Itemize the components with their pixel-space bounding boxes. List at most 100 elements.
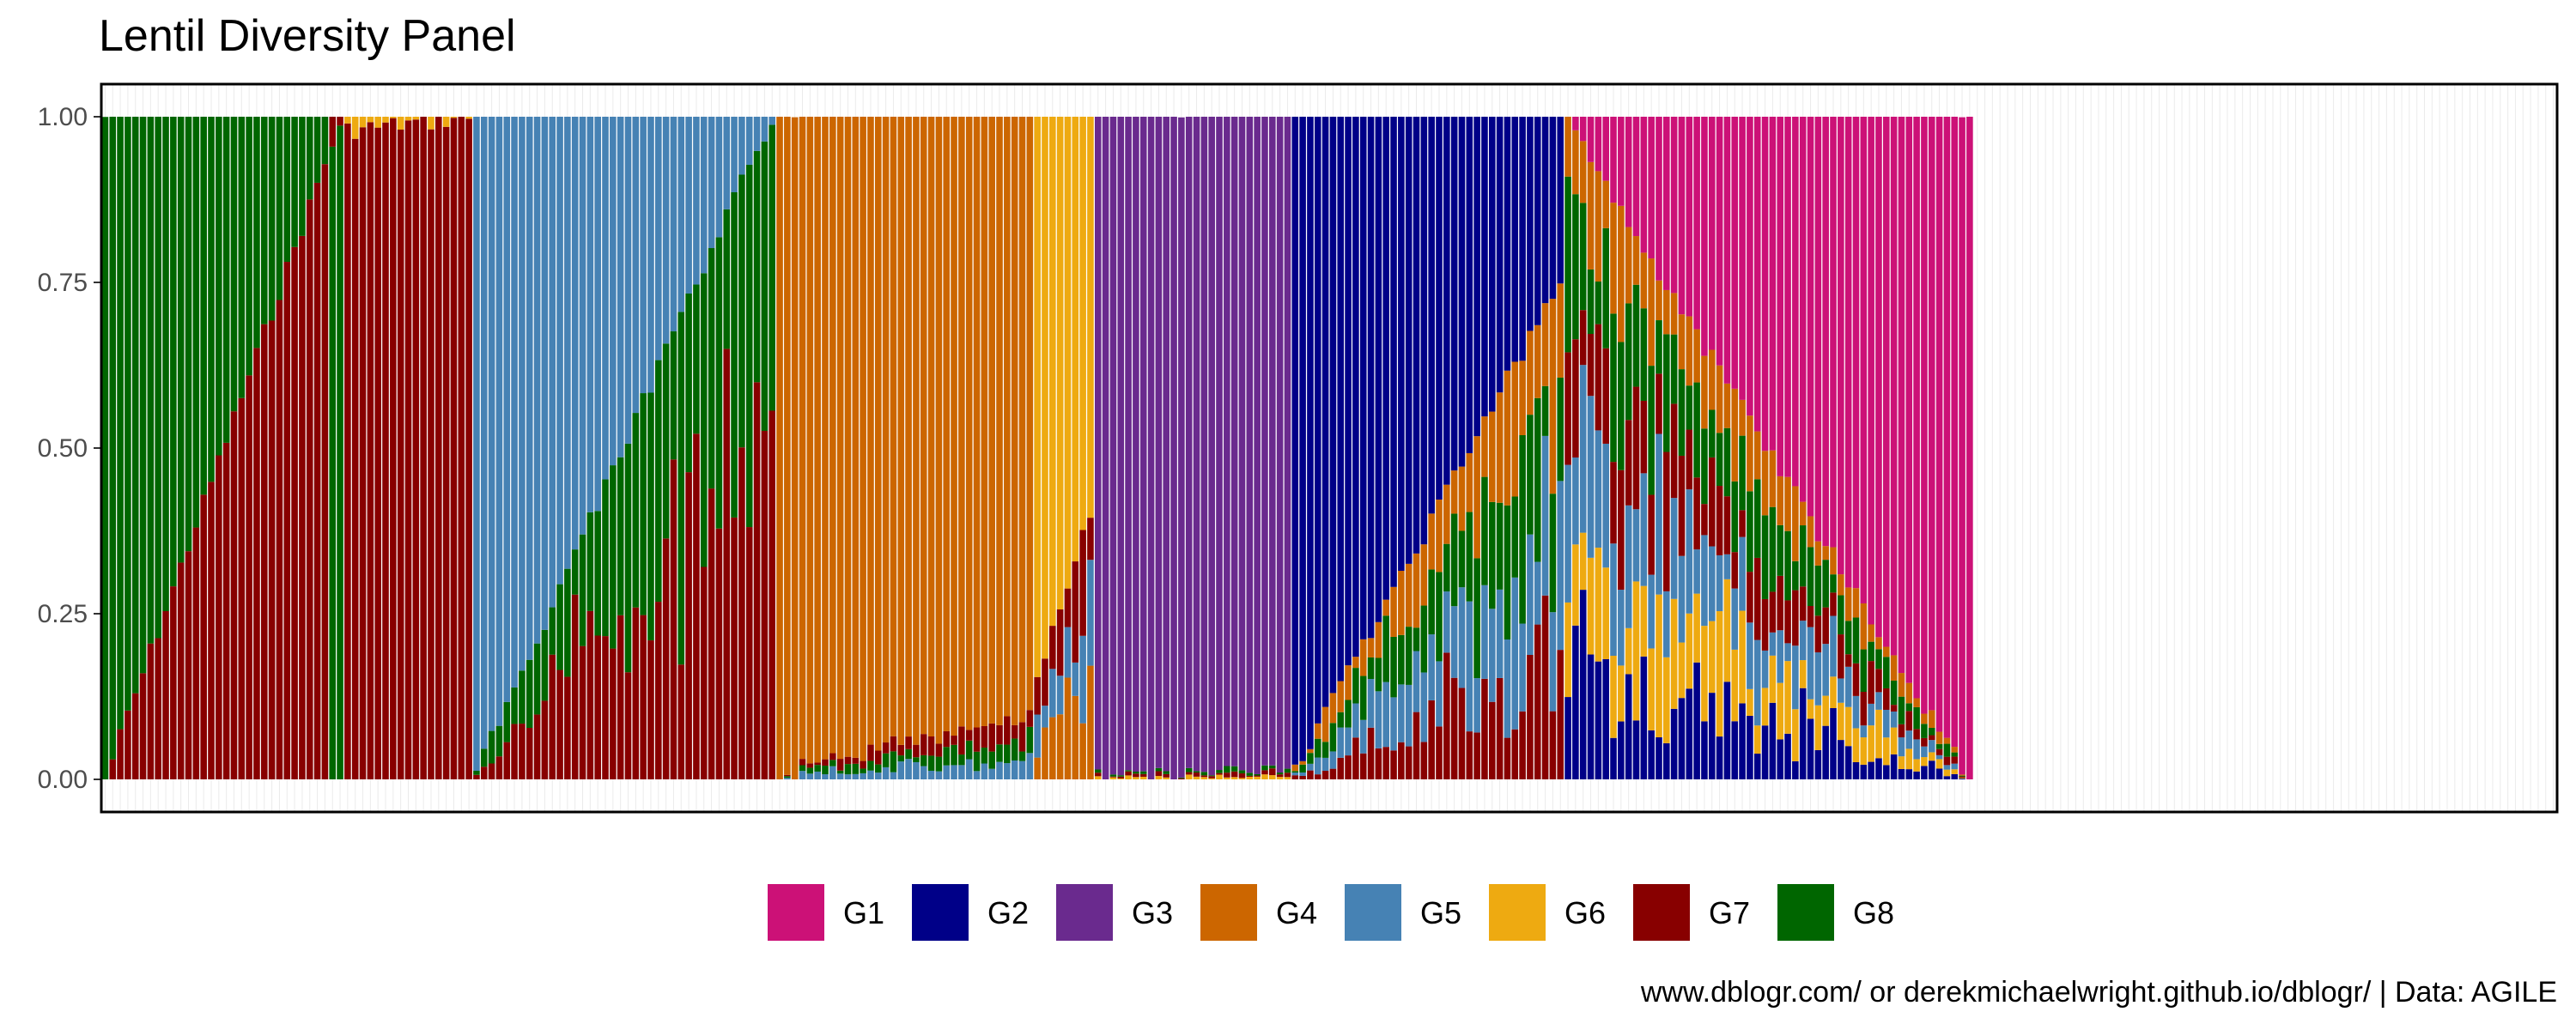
bar-segment bbox=[1898, 117, 1905, 674]
bar-segment bbox=[1337, 757, 1345, 779]
bar-segment bbox=[1382, 117, 1389, 600]
bar-segment bbox=[677, 117, 685, 312]
bar-segment bbox=[844, 774, 852, 779]
bar-segment bbox=[897, 744, 905, 756]
bar-segment bbox=[1458, 688, 1466, 779]
bar-segment bbox=[1701, 355, 1708, 429]
bar-segment bbox=[1216, 770, 1223, 773]
bar-segment bbox=[799, 771, 806, 779]
bar-segment bbox=[1959, 778, 1965, 779]
bar-segment bbox=[1807, 516, 1814, 548]
bar-segment bbox=[511, 687, 518, 724]
bar-segment bbox=[1769, 591, 1777, 633]
bar-segment bbox=[1716, 486, 1723, 555]
bar-segment bbox=[1072, 117, 1079, 562]
bar-segment bbox=[1852, 695, 1860, 729]
bar-segment bbox=[890, 772, 897, 779]
bar-segment bbox=[1777, 524, 1784, 576]
bar-segment bbox=[1883, 646, 1890, 657]
bar-segment bbox=[1875, 669, 1882, 693]
bar-segment bbox=[973, 117, 981, 728]
bar-segment bbox=[192, 527, 200, 779]
bar-segment bbox=[662, 343, 670, 539]
bar-segment bbox=[1898, 696, 1905, 724]
bar-segment bbox=[1094, 772, 1102, 777]
bar-segment bbox=[1534, 397, 1541, 562]
bar-segment bbox=[1716, 117, 1723, 366]
bar-segment bbox=[579, 645, 586, 779]
bar-segment bbox=[1375, 657, 1382, 692]
bar-segment bbox=[1830, 615, 1837, 677]
bar-segment bbox=[1943, 776, 1951, 779]
bar-segment bbox=[693, 284, 700, 434]
bar-segment bbox=[1079, 530, 1086, 636]
bar-segment bbox=[1678, 555, 1686, 643]
bar-segment bbox=[1868, 117, 1874, 625]
bar-segment bbox=[1640, 117, 1648, 253]
bar-segment bbox=[1436, 117, 1443, 500]
bar-segment bbox=[1405, 117, 1413, 564]
bar-segment bbox=[1822, 695, 1829, 726]
bar-segment bbox=[1701, 535, 1708, 627]
bar-segment bbox=[306, 117, 313, 200]
bar-segment bbox=[1753, 725, 1761, 754]
bar-segment bbox=[1299, 772, 1306, 776]
bar-segment bbox=[700, 273, 708, 567]
bar-segment bbox=[1117, 775, 1125, 777]
bar-segment bbox=[1928, 752, 1935, 761]
bar-segment bbox=[1238, 117, 1246, 771]
bar-segment bbox=[799, 765, 806, 772]
bar-segment bbox=[1413, 712, 1420, 779]
bar-segment bbox=[1473, 558, 1480, 679]
bar-segment bbox=[1731, 721, 1739, 779]
bar-segment bbox=[1579, 590, 1587, 779]
bar-segment bbox=[1549, 299, 1557, 494]
bar-segment bbox=[1026, 117, 1034, 711]
bar-segment bbox=[1943, 765, 1951, 770]
bar-segment bbox=[1587, 334, 1595, 397]
bar-segment bbox=[101, 117, 109, 780]
bar-segment bbox=[435, 117, 442, 779]
bar-segment bbox=[1595, 430, 1602, 548]
bar-segment bbox=[1618, 721, 1625, 779]
bar-segment bbox=[1913, 771, 1920, 779]
bar-segment bbox=[465, 117, 472, 119]
bar-segment bbox=[1307, 748, 1314, 754]
bar-segment bbox=[1481, 585, 1488, 679]
bar-segment bbox=[1527, 655, 1534, 779]
bar-segment bbox=[1443, 652, 1450, 779]
bar-segment bbox=[170, 586, 177, 779]
bar-segment bbox=[1648, 574, 1655, 649]
bar-segment bbox=[131, 693, 139, 779]
bar-segment bbox=[1390, 697, 1397, 751]
bar-segment bbox=[1125, 775, 1132, 779]
bar-segment bbox=[693, 433, 700, 779]
bar-segment bbox=[1042, 727, 1048, 779]
bar-segment bbox=[1261, 765, 1268, 771]
bar-segment bbox=[852, 763, 860, 774]
bar-segment bbox=[1527, 415, 1534, 535]
bar-segment bbox=[655, 117, 662, 360]
bar-segment bbox=[495, 725, 503, 757]
bar-segment bbox=[1799, 501, 1807, 526]
bar-segment bbox=[1367, 679, 1375, 728]
bar-segment bbox=[1753, 639, 1761, 726]
bar-segment bbox=[1921, 737, 1928, 747]
bar-segment bbox=[155, 638, 161, 779]
bar-segment bbox=[1678, 698, 1686, 779]
bar-segment bbox=[1875, 117, 1882, 638]
legend-label-g7: G7 bbox=[1709, 895, 1750, 930]
bar-segment bbox=[1534, 624, 1541, 779]
bar-segment bbox=[412, 117, 420, 120]
bar-segment bbox=[1042, 658, 1048, 706]
bar-segment bbox=[844, 756, 852, 765]
bar-segment bbox=[1943, 737, 1951, 744]
bar-segment bbox=[1739, 703, 1746, 779]
bar-segment bbox=[1125, 770, 1132, 772]
bar-segment bbox=[147, 643, 155, 779]
bar-segment bbox=[1618, 470, 1625, 591]
bar-segment bbox=[1321, 757, 1329, 772]
bar-segment bbox=[1413, 553, 1420, 628]
bar-segment bbox=[374, 127, 381, 780]
bar-segment bbox=[610, 465, 617, 649]
